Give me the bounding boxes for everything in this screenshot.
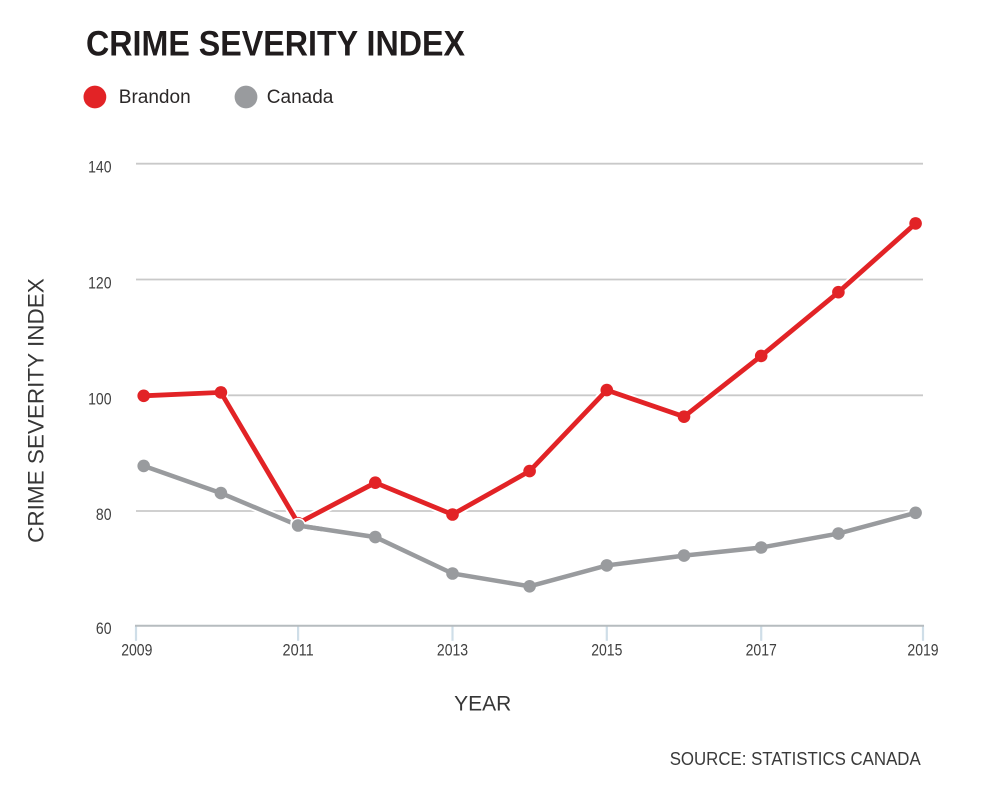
svg-text:CRIME SEVERITY INDEX: CRIME SEVERITY INDEX: [86, 24, 466, 63]
svg-text:2019: 2019: [907, 641, 938, 659]
svg-text:SOURCE: STATISTICS CANADA: SOURCE: STATISTICS CANADA: [670, 749, 921, 769]
svg-text:80: 80: [96, 506, 112, 524]
svg-text:Brandon: Brandon: [119, 87, 191, 108]
svg-text:120: 120: [88, 275, 111, 293]
svg-text:2017: 2017: [746, 641, 777, 659]
svg-text:2009: 2009: [121, 641, 152, 659]
svg-text:2013: 2013: [437, 641, 468, 659]
svg-text:100: 100: [88, 390, 111, 408]
svg-text:60: 60: [96, 620, 112, 638]
svg-text:Canada: Canada: [267, 87, 334, 108]
svg-text:2015: 2015: [591, 641, 622, 659]
svg-text:YEAR: YEAR: [454, 693, 511, 716]
svg-text:2011: 2011: [283, 641, 314, 659]
svg-text:CRIME SEVERITY INDEX: CRIME SEVERITY INDEX: [23, 278, 48, 543]
svg-text:140: 140: [88, 159, 111, 177]
